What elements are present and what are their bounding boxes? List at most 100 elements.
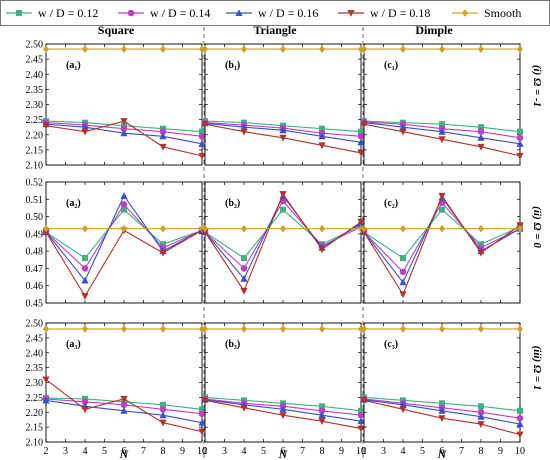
data-point (121, 325, 127, 333)
y-tick-label: 2.20 (26, 130, 44, 141)
data-point (159, 405, 167, 413)
column-title-triangle: Triangle (253, 23, 297, 37)
legend-marker (235, 9, 243, 16)
data-point (120, 406, 128, 414)
data-point (357, 425, 365, 433)
data-point (198, 132, 206, 140)
data-point (399, 291, 407, 299)
x-tick-label: 5 (420, 446, 425, 457)
data-point (82, 224, 88, 233)
data-point (241, 45, 247, 53)
data-point (279, 405, 287, 413)
y-tick-label: 2.50 (26, 40, 44, 51)
panel-label: (b₁) (225, 60, 240, 71)
y-tick-label: 2.40 (26, 348, 44, 359)
data-point (160, 224, 166, 233)
data-point (121, 45, 127, 53)
y-tick-label: 2.10 (26, 438, 44, 449)
x-tick-label: 4 (242, 446, 247, 457)
data-point (517, 45, 523, 53)
data-point (477, 412, 485, 420)
data-point (201, 397, 209, 405)
data-point (82, 325, 88, 333)
data-point (438, 415, 446, 422)
panel-a2: 0.45 0.46 0.47 0.48 0.49 0.50 0.51 0.52 (a₂) (26, 178, 206, 310)
data-point (202, 224, 208, 233)
data-point (360, 229, 368, 236)
data-point (240, 404, 248, 412)
x-tick-label: 10 (356, 446, 366, 457)
data-point (478, 325, 484, 333)
x-tick-label: 6 (281, 446, 286, 457)
y-tick-label: 0.49 (26, 229, 44, 240)
x-tick-label: 6 (440, 446, 445, 457)
row-label-omega-minus1: (i) Ω = -1 (531, 65, 543, 107)
panel-b1: (b₁) (201, 43, 365, 166)
data-point (240, 275, 248, 282)
data-point (516, 134, 524, 142)
data-point (399, 401, 407, 408)
data-point (81, 406, 89, 414)
y-tick-label: 0.46 (26, 281, 44, 292)
data-point (517, 407, 523, 414)
data-point (477, 143, 485, 151)
x-tick-label: 3 (381, 446, 386, 457)
panel-a3: 2.10 2.15 2.20 2.25 2.30 2.35 2.40 2.45 2.50 2 3 4 5… (26, 319, 208, 458)
data-point (516, 414, 524, 422)
data-point (319, 45, 325, 53)
data-point (198, 418, 206, 426)
y-tick-label: 2.15 (26, 145, 44, 156)
x-axis-label-triangle: N (278, 447, 289, 460)
data-point (361, 45, 367, 53)
panel-b3: 2 3 4 5 6 7 8 9 10 (b₃) (201, 322, 366, 457)
y-tick-label: 2.45 (26, 55, 44, 66)
data-point (477, 128, 485, 136)
legend-label: w / D = 0.12 (38, 6, 98, 20)
data-point (438, 406, 446, 414)
data-point (81, 123, 89, 131)
legend-label: w / D = 0.14 (150, 6, 210, 20)
plot-frame (45, 322, 203, 443)
data-point (400, 224, 406, 233)
data-point (357, 138, 365, 146)
data-point (81, 265, 89, 272)
x-tick-label: 2 (203, 446, 208, 457)
legend-label: Smooth (484, 6, 521, 20)
data-point (279, 134, 287, 142)
data-point (279, 191, 287, 198)
y-tick-label: 2.20 (26, 408, 44, 419)
y-tick-label: 2.30 (26, 100, 44, 111)
data-point (358, 407, 364, 414)
legend-marker (16, 10, 22, 16)
data-point (198, 428, 206, 436)
y-tick-label: 0.48 (26, 247, 44, 258)
data-point (318, 132, 326, 140)
data-point (120, 201, 128, 208)
panel-label: (a₂) (66, 198, 81, 209)
data-point (439, 224, 445, 233)
data-point (160, 325, 166, 333)
data-point (399, 268, 407, 276)
data-point (361, 224, 367, 233)
data-point (438, 127, 446, 135)
data-point (318, 142, 326, 150)
data-point (159, 132, 167, 140)
data-point (240, 128, 248, 136)
x-tick-label: 2 (362, 446, 367, 457)
data-point (279, 412, 287, 420)
data-point (159, 249, 167, 257)
panel-c2: (c₂) (360, 181, 524, 304)
x-tick-label: 9 (180, 446, 185, 457)
data-point (478, 124, 484, 131)
data-point (478, 224, 484, 233)
data-point (516, 152, 524, 160)
data-point (42, 122, 50, 130)
data-point (400, 45, 406, 53)
data-point (202, 325, 208, 333)
data-point (280, 45, 286, 53)
legend-marker (127, 9, 135, 17)
plot-frame (204, 322, 362, 443)
data-point (198, 410, 206, 418)
data-point (319, 224, 325, 233)
y-tick-label: 2.45 (26, 333, 44, 344)
